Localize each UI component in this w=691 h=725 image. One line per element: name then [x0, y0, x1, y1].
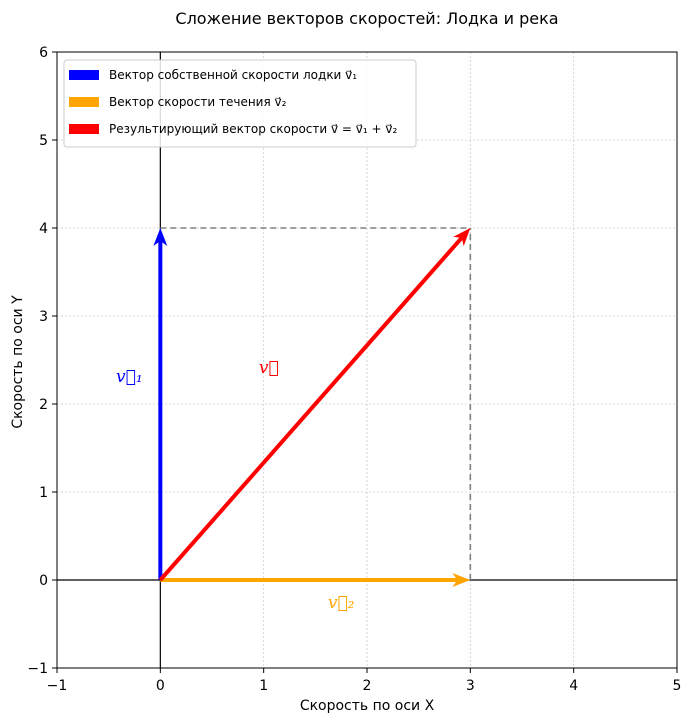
y-tick-label: 0: [39, 573, 48, 589]
guide-lines: [160, 227, 472, 580]
x-tick-label: 2: [363, 678, 372, 694]
legend-entry-v2: Вектор скорости течения v⃗₂: [109, 95, 287, 109]
vector-label-v1: v⃗₁: [116, 367, 143, 387]
x-tick-label: 3: [466, 678, 475, 694]
vector-label-v2: v⃗₂: [328, 593, 355, 613]
vector-shaft-v: [158, 235, 465, 582]
vector-head-v: [453, 228, 471, 247]
y-tick-label: 4: [39, 221, 48, 237]
y-tick-label: 6: [39, 45, 48, 61]
vector-head-v2: [452, 573, 471, 587]
y-tick-label: 2: [39, 397, 48, 413]
vector-head-v1: [153, 228, 168, 246]
y-tick-label: 5: [39, 133, 48, 149]
x-tick-label: 1: [259, 678, 268, 694]
x-tick-label: −1: [47, 678, 68, 694]
legend-swatch-v2: [69, 97, 99, 107]
chart-title: Сложение векторов скоростей: Лодка и рек…: [175, 9, 558, 28]
legend-box: [63, 59, 417, 148]
legend-entry-v1: Вектор собственной скорости лодки v⃗₁: [109, 68, 357, 82]
vector-label-v: v⃗: [259, 358, 279, 378]
y-tick-label: −1: [27, 661, 48, 677]
ticks: −1 0 1 2 3 4 5 −1 0 1 2 3 4 5 6: [27, 45, 681, 694]
x-tick-label: 4: [569, 678, 578, 694]
legend-swatch-v1: [69, 70, 99, 80]
y-tick-label: 3: [39, 309, 48, 325]
legend-entry-v: Результирующий вектор скорости v⃗ = v⃗₁ …: [109, 122, 397, 136]
legend: Вектор собственной скорости лодки v⃗₁ Век…: [63, 59, 417, 148]
y-tick-label: 1: [39, 485, 48, 501]
x-tick-label: 5: [673, 678, 682, 694]
vector-labels: v⃗₁ v⃗₂ v⃗: [116, 358, 355, 613]
x-tick-label: 0: [156, 678, 165, 694]
legend-swatch-v: [69, 124, 99, 134]
vectors: [153, 228, 471, 587]
x-axis-label: Скорость по оси X: [300, 698, 435, 714]
y-axis-label: Скорость по оси Y: [10, 295, 26, 429]
